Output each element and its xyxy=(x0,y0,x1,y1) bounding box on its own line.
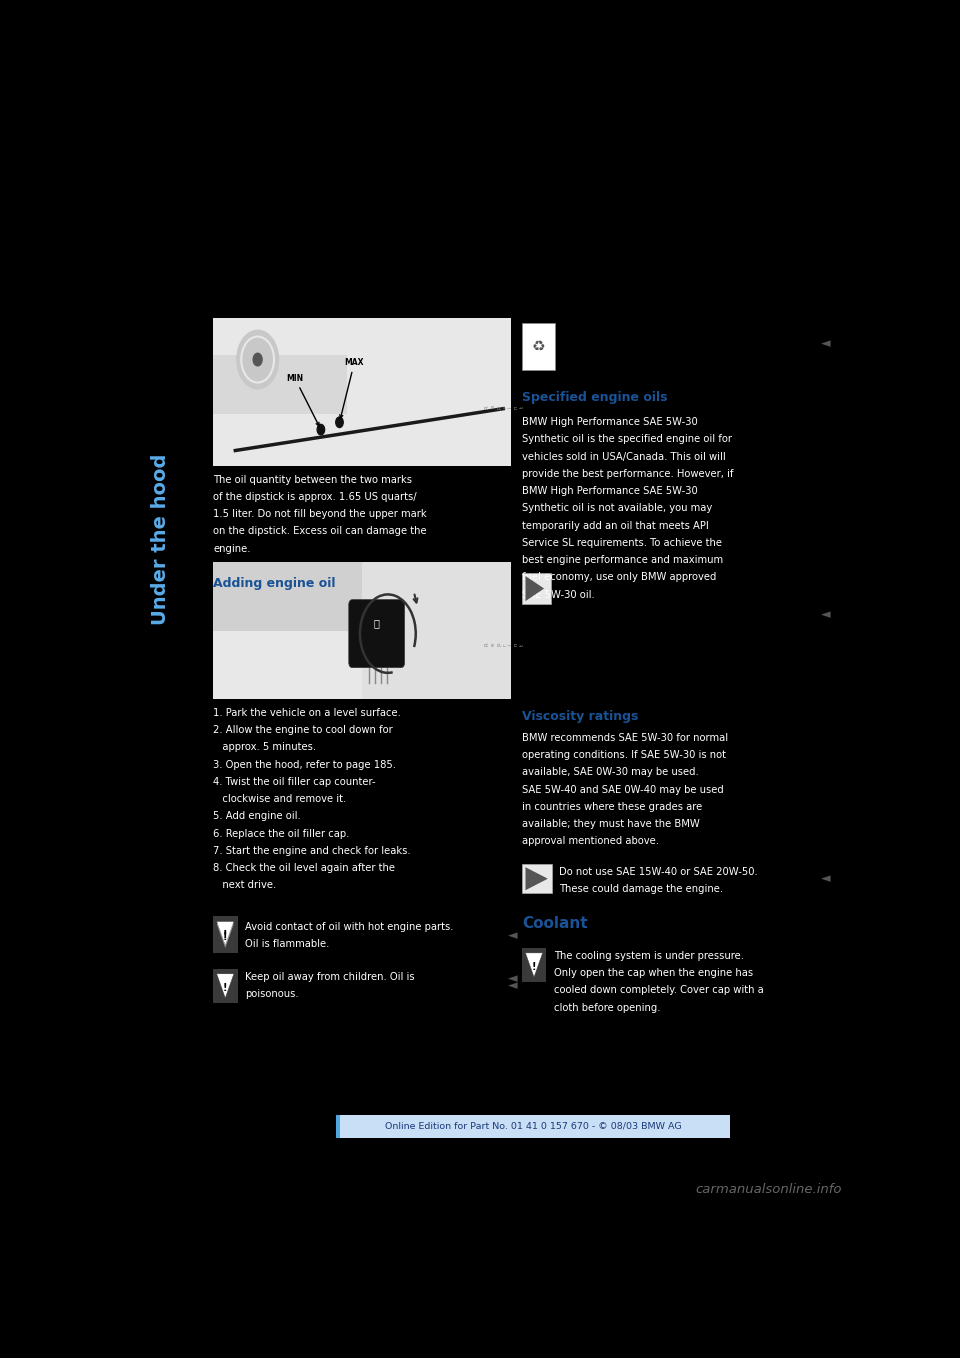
Text: poisonous.: poisonous. xyxy=(245,989,299,999)
Bar xyxy=(522,948,546,982)
Text: BMW recommends SAE 5W-30 for normal: BMW recommends SAE 5W-30 for normal xyxy=(522,733,728,743)
Bar xyxy=(336,1115,730,1138)
Text: 7. Start the engine and check for leaks.: 7. Start the engine and check for leaks. xyxy=(213,846,411,856)
Text: of the dipstick is approx. 1.65 US quarts/: of the dipstick is approx. 1.65 US quart… xyxy=(213,492,417,502)
Text: SAE 5W-30 oil.: SAE 5W-30 oil. xyxy=(522,589,594,600)
Text: MAX: MAX xyxy=(340,359,364,418)
Text: ◄: ◄ xyxy=(821,872,830,885)
Text: Online Edition for Part No. 01 41 0 157 670 - © 08/03 BMW AG: Online Edition for Part No. 01 41 0 157 … xyxy=(385,1122,682,1130)
Text: available, SAE 0W-30 may be used.: available, SAE 0W-30 may be used. xyxy=(522,767,699,777)
Bar xyxy=(213,917,237,951)
Text: !: ! xyxy=(223,933,228,942)
Text: carmanualsonline.info: carmanualsonline.info xyxy=(695,1183,842,1196)
Text: Oil is flammable.: Oil is flammable. xyxy=(245,938,329,949)
Text: Synthetic oil is the specified engine oil for: Synthetic oil is the specified engine oi… xyxy=(522,435,732,444)
Text: operating conditions. If SAE 5W-30 is not: operating conditions. If SAE 5W-30 is no… xyxy=(522,750,726,760)
Text: Service SL requirements. To achieve the: Service SL requirements. To achieve the xyxy=(522,538,722,547)
Bar xyxy=(213,968,237,1004)
Circle shape xyxy=(237,330,278,388)
Text: BMW High Performance SAE 5W-30: BMW High Performance SAE 5W-30 xyxy=(522,486,698,496)
FancyBboxPatch shape xyxy=(348,600,404,668)
Bar xyxy=(213,918,237,953)
Text: 5. Add engine oil.: 5. Add engine oil. xyxy=(213,811,300,822)
Text: SAE 5W-40 and SAE 0W-40 may be used: SAE 5W-40 and SAE 0W-40 may be used xyxy=(522,785,724,794)
Text: 6. Replace the oil filler cap.: 6. Replace the oil filler cap. xyxy=(213,828,349,838)
Text: fuel economy, use only BMW approved: fuel economy, use only BMW approved xyxy=(522,572,716,583)
Bar xyxy=(213,318,511,466)
Text: ◄: ◄ xyxy=(509,972,518,986)
Bar xyxy=(362,562,511,699)
Polygon shape xyxy=(217,923,234,948)
Text: cloth before opening.: cloth before opening. xyxy=(554,1002,660,1013)
Text: !: ! xyxy=(223,983,228,993)
Text: vehicles sold in USA/Canada. This oil will: vehicles sold in USA/Canada. This oil wi… xyxy=(522,452,726,462)
Text: ◄: ◄ xyxy=(821,337,830,350)
Text: Do not use SAE 15W-40 or SAE 20W-50.: Do not use SAE 15W-40 or SAE 20W-50. xyxy=(559,868,757,877)
Text: Only open the cap when the engine has: Only open the cap when the engine has xyxy=(554,968,753,978)
Text: next drive.: next drive. xyxy=(213,880,276,891)
Bar xyxy=(213,562,362,631)
Text: MIN: MIN xyxy=(286,373,319,426)
Bar xyxy=(522,323,555,369)
Text: Under the hood: Under the hood xyxy=(152,454,171,625)
Text: !: ! xyxy=(532,961,537,972)
Bar xyxy=(213,354,347,414)
Bar xyxy=(522,864,551,894)
Text: 4. Twist the oil filler cap counter-: 4. Twist the oil filler cap counter- xyxy=(213,777,375,786)
Text: The cooling system is under pressure.: The cooling system is under pressure. xyxy=(554,951,744,961)
Text: 1.5 liter. Do not fill beyond the upper mark: 1.5 liter. Do not fill beyond the upper … xyxy=(213,509,426,519)
Bar xyxy=(522,573,551,604)
Text: ◄: ◄ xyxy=(509,929,518,942)
Text: provide the best performance. However, if: provide the best performance. However, i… xyxy=(522,469,733,479)
Text: available; they must have the BMW: available; they must have the BMW xyxy=(522,819,700,830)
Text: Keep oil away from children. Oil is: Keep oil away from children. Oil is xyxy=(245,972,415,982)
Text: !: ! xyxy=(223,930,228,940)
Polygon shape xyxy=(525,953,542,976)
Text: 🛢: 🛢 xyxy=(373,618,379,629)
Polygon shape xyxy=(217,974,234,998)
Text: BMW High Performance SAE 5W-30: BMW High Performance SAE 5W-30 xyxy=(522,417,698,426)
Text: approval mentioned above.: approval mentioned above. xyxy=(522,837,659,846)
Circle shape xyxy=(336,417,344,428)
Text: Synthetic oil is not available, you may: Synthetic oil is not available, you may xyxy=(522,504,712,513)
Text: cooled down completely. Cover cap with a: cooled down completely. Cover cap with a xyxy=(554,986,763,995)
FancyArrowPatch shape xyxy=(414,595,418,603)
Text: Avoid contact of oil with hot engine parts.: Avoid contact of oil with hot engine par… xyxy=(245,922,453,932)
Bar xyxy=(213,562,511,699)
Bar xyxy=(336,1115,340,1138)
Text: ◄: ◄ xyxy=(821,608,830,621)
Text: Viscosity ratings: Viscosity ratings xyxy=(522,710,638,722)
Text: ◄: ◄ xyxy=(509,979,518,993)
Text: Specified engine oils: Specified engine oils xyxy=(522,391,667,403)
Polygon shape xyxy=(217,922,234,945)
Circle shape xyxy=(317,425,324,435)
Text: on the dipstick. Excess oil can damage the: on the dipstick. Excess oil can damage t… xyxy=(213,527,426,536)
Text: approx. 5 minutes.: approx. 5 minutes. xyxy=(213,743,316,752)
Text: Coolant: Coolant xyxy=(522,917,588,932)
Text: temporarily add an oil that meets API: temporarily add an oil that meets API xyxy=(522,520,708,531)
Polygon shape xyxy=(525,576,544,602)
Text: engine.: engine. xyxy=(213,543,251,554)
Circle shape xyxy=(253,353,262,365)
Text: 8. Check the oil level again after the: 8. Check the oil level again after the xyxy=(213,864,395,873)
Text: The oil quantity between the two marks: The oil quantity between the two marks xyxy=(213,474,412,485)
Text: 1. Park the vehicle on a level surface.: 1. Park the vehicle on a level surface. xyxy=(213,708,401,718)
Text: 2. Allow the engine to cool down for: 2. Allow the engine to cool down for xyxy=(213,725,393,735)
Text: best engine performance and maximum: best engine performance and maximum xyxy=(522,555,723,565)
Polygon shape xyxy=(525,868,548,891)
Text: These could damage the engine.: These could damage the engine. xyxy=(559,884,723,895)
Text: Adding engine oil: Adding engine oil xyxy=(213,577,335,589)
Text: 3. Open the hood, refer to page 185.: 3. Open the hood, refer to page 185. xyxy=(213,759,396,770)
Text: R
e
p
r
i
n
t: R e p r i n t xyxy=(485,405,524,409)
Text: R
e
p
r
i
n
t: R e p r i n t xyxy=(485,642,524,646)
Text: in countries where these grades are: in countries where these grades are xyxy=(522,801,702,812)
Text: ♻: ♻ xyxy=(532,340,545,354)
Text: clockwise and remove it.: clockwise and remove it. xyxy=(213,794,347,804)
